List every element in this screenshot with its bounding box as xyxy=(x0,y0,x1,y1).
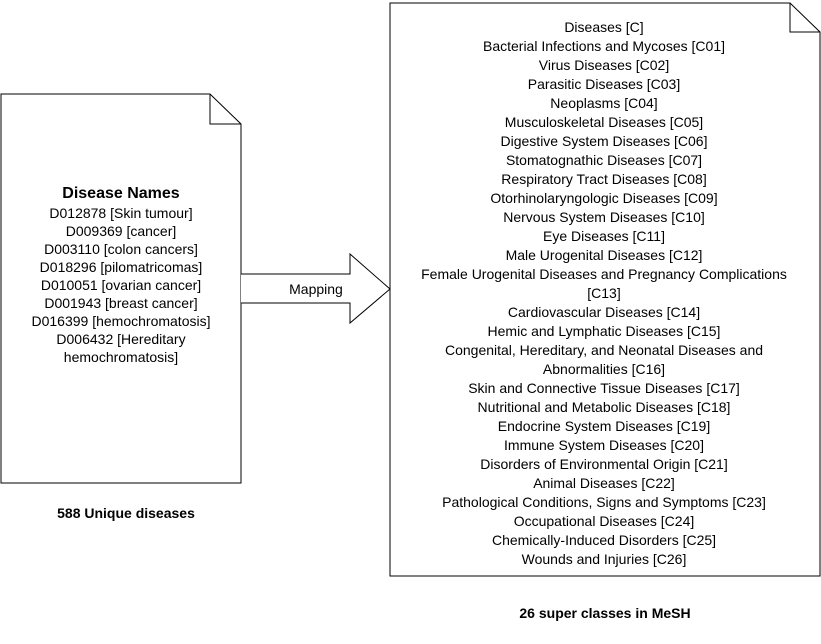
disease-name-item: D018296 [pilomatricomas] xyxy=(39,259,203,275)
mesh-class-item: Bacterial Infections and Mycoses [C01] xyxy=(482,38,725,54)
mesh-class-item: Otorhinolaryngologic Diseases [C09] xyxy=(490,190,718,206)
mesh-class-item: Abnormalities [C16] xyxy=(542,361,666,377)
disease-name-item: D012878 [Skin tumour] xyxy=(49,205,193,221)
mesh-class-item: Musculoskeletal Diseases [C05] xyxy=(504,114,704,130)
mesh-class-item: Neoplasms [C04] xyxy=(550,95,658,111)
mesh-classes-document xyxy=(389,2,821,577)
mesh-class-item: Immune System Diseases [C20] xyxy=(504,437,704,453)
unique-diseases-caption: 588 Unique diseases xyxy=(57,505,195,521)
mesh-class-item: Stomatognathic Diseases [C07] xyxy=(505,152,703,168)
mesh-class-item: Skin and Connective Tissue Diseases [C17… xyxy=(468,380,740,396)
disease-name-item: D016399 [hemochromatosis] xyxy=(31,313,211,329)
mesh-classes-document-fold xyxy=(789,3,820,33)
mesh-class-item: Wounds and Injuries [C26] xyxy=(521,551,687,567)
mesh-class-item: Male Urogenital Diseases [C12] xyxy=(505,247,703,263)
mesh-class-item: Pathological Conditions, Signs and Sympt… xyxy=(442,494,766,510)
mesh-class-item: Cardiovascular Diseases [C14] xyxy=(507,304,701,320)
mesh-class-item: Disorders of Environmental Origin [C21] xyxy=(480,456,728,472)
mesh-class-item: Congenital, Hereditary, and Neonatal Dis… xyxy=(444,342,764,358)
mesh-classes-content: Diseases [C] Bacterial Infections and My… xyxy=(390,18,818,569)
disease-name-item: D006432 [Hereditary xyxy=(56,331,186,347)
mapping-arrow xyxy=(241,252,391,325)
mesh-class-item: Endocrine System Diseases [C19] xyxy=(497,418,711,434)
disease-name-item: hemochromatosis] xyxy=(63,349,179,365)
disease-name-item: D009369 [cancer] xyxy=(65,223,177,239)
mesh-class-item: Respiratory Tract Diseases [C08] xyxy=(501,171,707,187)
mesh-super-classes-caption: 26 super classes in MeSH xyxy=(519,605,691,621)
mesh-class-item: [C13] xyxy=(587,285,621,301)
mesh-class-item: Hemic and Lymphatic Diseases [C15] xyxy=(487,323,721,339)
mesh-class-item: Eye Diseases [C11] xyxy=(543,228,665,244)
disease-name-item: D010051 [ovarian cancer] xyxy=(40,277,202,293)
disease-name-item: D001943 [breast cancer] xyxy=(44,295,198,311)
disease-names-document-fold xyxy=(209,94,241,125)
mesh-class-item: Female Urogenital Diseases and Pregnancy… xyxy=(421,266,787,282)
mesh-class-item: Nutritional and Metabolic Diseases [C18] xyxy=(477,399,731,415)
disease-names-content: Disease Names D012878 [Skin tumour] D009… xyxy=(2,184,240,366)
mapping-label: Mapping xyxy=(289,281,343,297)
disease-names-title: Disease Names xyxy=(62,185,180,202)
disease-name-item: D003110 [colon cancers] xyxy=(44,241,198,257)
mesh-class-item: Chemically-Induced Disorders [C25] xyxy=(491,532,717,548)
mesh-class-item: Virus Diseases [C02] xyxy=(538,57,670,73)
mesh-class-item: Occupational Diseases [C24] xyxy=(513,513,695,529)
mesh-class-item: Nervous System Diseases [C10] xyxy=(503,209,705,225)
mesh-class-item: Digestive System Diseases [C06] xyxy=(500,133,708,149)
mesh-class-item: Animal Diseases [C22] xyxy=(533,475,675,491)
mesh-class-item: Diseases [C] xyxy=(564,19,644,35)
mesh-class-item: Parasitic Diseases [C03] xyxy=(527,76,681,92)
